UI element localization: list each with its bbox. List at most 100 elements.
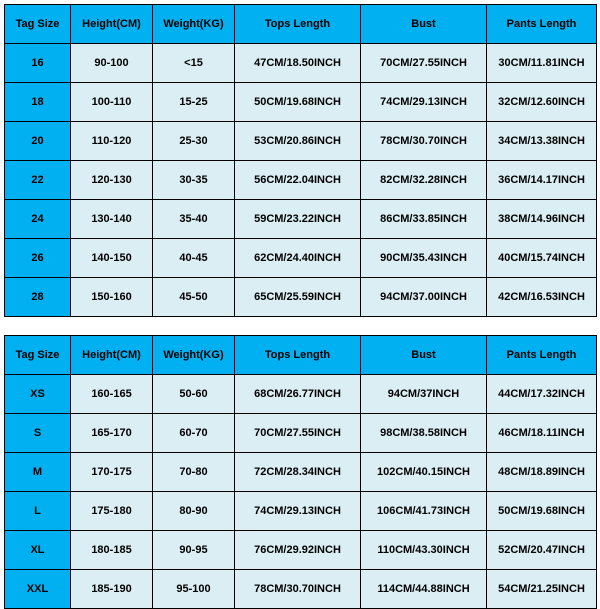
cell-data: 38CM/14.96INCH (487, 200, 597, 239)
cell-data: 120-130 (71, 161, 153, 200)
cell-data: 86CM/33.85INCH (361, 200, 487, 239)
table-row: L175-18080-9074CM/29.13INCH106CM/41.73IN… (5, 492, 597, 531)
cell-data: 160-165 (71, 375, 153, 414)
size-table-adults: Tag Size Height(CM) Weight(KG) Tops Leng… (4, 335, 597, 609)
cell-data: 34CM/13.38INCH (487, 122, 597, 161)
cell-data: 175-180 (71, 492, 153, 531)
cell-tag-size: XL (5, 531, 71, 570)
cell-data: 70CM/27.55INCH (235, 414, 361, 453)
table-row: 26140-15040-4562CM/24.40INCH90CM/35.43IN… (5, 239, 597, 278)
cell-data: 40CM/15.74INCH (487, 239, 597, 278)
size-table-kids: Tag Size Height(CM) Weight(KG) Tops Leng… (4, 4, 597, 317)
col-tag-size: Tag Size (5, 5, 71, 44)
cell-data: 90CM/35.43INCH (361, 239, 487, 278)
table-row: 24130-14035-4059CM/23.22INCH86CM/33.85IN… (5, 200, 597, 239)
cell-data: 150-160 (71, 278, 153, 317)
cell-data: 74CM/29.13INCH (235, 492, 361, 531)
table-row: 1690-100<1547CM/18.50INCH70CM/27.55INCH3… (5, 44, 597, 83)
cell-data: 46CM/18.11INCH (487, 414, 597, 453)
table-body-adults: XS160-16550-6068CM/26.77INCH94CM/37INCH4… (5, 375, 597, 609)
cell-data: 110-120 (71, 122, 153, 161)
cell-data: 185-190 (71, 570, 153, 609)
cell-data: 76CM/29.92INCH (235, 531, 361, 570)
cell-tag-size: S (5, 414, 71, 453)
cell-data: 70-80 (153, 453, 235, 492)
cell-data: 90-95 (153, 531, 235, 570)
cell-tag-size: M (5, 453, 71, 492)
col-tops-length: Tops Length (235, 5, 361, 44)
cell-tag-size: 16 (5, 44, 71, 83)
cell-data: 50CM/19.68INCH (235, 83, 361, 122)
cell-data: 42CM/16.53INCH (487, 278, 597, 317)
cell-data: 47CM/18.50INCH (235, 44, 361, 83)
col-tops-length: Tops Length (235, 336, 361, 375)
cell-tag-size: 28 (5, 278, 71, 317)
cell-data: 74CM/29.13INCH (361, 83, 487, 122)
cell-data: 90-100 (71, 44, 153, 83)
table-row: 28150-16045-5065CM/25.59INCH94CM/37.00IN… (5, 278, 597, 317)
cell-data: 62CM/24.40INCH (235, 239, 361, 278)
table-body-kids: 1690-100<1547CM/18.50INCH70CM/27.55INCH3… (5, 44, 597, 317)
cell-tag-size: 24 (5, 200, 71, 239)
cell-data: 110CM/43.30INCH (361, 531, 487, 570)
table-gap (4, 317, 596, 335)
table-header-row: Tag Size Height(CM) Weight(KG) Tops Leng… (5, 5, 597, 44)
cell-data: 65CM/25.59INCH (235, 278, 361, 317)
cell-data: 72CM/28.34INCH (235, 453, 361, 492)
cell-data: 140-150 (71, 239, 153, 278)
table-row: XL180-18590-9576CM/29.92INCH110CM/43.30I… (5, 531, 597, 570)
cell-data: 32CM/12.60INCH (487, 83, 597, 122)
table-row: 20110-12025-3053CM/20.86INCH78CM/30.70IN… (5, 122, 597, 161)
cell-data: 70CM/27.55INCH (361, 44, 487, 83)
cell-data: 52CM/20.47INCH (487, 531, 597, 570)
cell-tag-size: 20 (5, 122, 71, 161)
cell-data: 82CM/32.28INCH (361, 161, 487, 200)
cell-data: 44CM/17.32INCH (487, 375, 597, 414)
col-bust: Bust (361, 5, 487, 44)
col-height: Height(CM) (71, 336, 153, 375)
cell-data: 54CM/21.25INCH (487, 570, 597, 609)
cell-tag-size: XS (5, 375, 71, 414)
cell-data: 165-170 (71, 414, 153, 453)
table-row: 18100-11015-2550CM/19.68INCH74CM/29.13IN… (5, 83, 597, 122)
cell-data: 170-175 (71, 453, 153, 492)
cell-data: 114CM/44.88INCH (361, 570, 487, 609)
cell-data: 60-70 (153, 414, 235, 453)
cell-data: 95-100 (153, 570, 235, 609)
cell-data: 180-185 (71, 531, 153, 570)
cell-data: 53CM/20.86INCH (235, 122, 361, 161)
cell-data: 98CM/38.58INCH (361, 414, 487, 453)
cell-tag-size: XXL (5, 570, 71, 609)
col-weight: Weight(KG) (153, 336, 235, 375)
cell-data: 48CM/18.89INCH (487, 453, 597, 492)
table-row: 22120-13030-3556CM/22.04INCH82CM/32.28IN… (5, 161, 597, 200)
cell-data: 50CM/19.68INCH (487, 492, 597, 531)
cell-data: <15 (153, 44, 235, 83)
cell-data: 45-50 (153, 278, 235, 317)
cell-data: 59CM/23.22INCH (235, 200, 361, 239)
cell-data: 102CM/40.15INCH (361, 453, 487, 492)
cell-data: 106CM/41.73INCH (361, 492, 487, 531)
cell-data: 68CM/26.77INCH (235, 375, 361, 414)
size-chart-container: Tag Size Height(CM) Weight(KG) Tops Leng… (0, 0, 600, 609)
cell-data: 15-25 (153, 83, 235, 122)
cell-tag-size: 22 (5, 161, 71, 200)
cell-data: 50-60 (153, 375, 235, 414)
cell-data: 36CM/14.17INCH (487, 161, 597, 200)
table-row: S165-17060-7070CM/27.55INCH98CM/38.58INC… (5, 414, 597, 453)
cell-data: 35-40 (153, 200, 235, 239)
col-tag-size: Tag Size (5, 336, 71, 375)
table-header-row: Tag Size Height(CM) Weight(KG) Tops Leng… (5, 336, 597, 375)
cell-tag-size: 26 (5, 239, 71, 278)
col-weight: Weight(KG) (153, 5, 235, 44)
col-bust: Bust (361, 336, 487, 375)
cell-data: 56CM/22.04INCH (235, 161, 361, 200)
col-pants-length: Pants Length (487, 336, 597, 375)
cell-data: 30-35 (153, 161, 235, 200)
col-height: Height(CM) (71, 5, 153, 44)
cell-tag-size: L (5, 492, 71, 531)
cell-data: 94CM/37.00INCH (361, 278, 487, 317)
table-row: XS160-16550-6068CM/26.77INCH94CM/37INCH4… (5, 375, 597, 414)
cell-data: 78CM/30.70INCH (361, 122, 487, 161)
cell-data: 25-30 (153, 122, 235, 161)
